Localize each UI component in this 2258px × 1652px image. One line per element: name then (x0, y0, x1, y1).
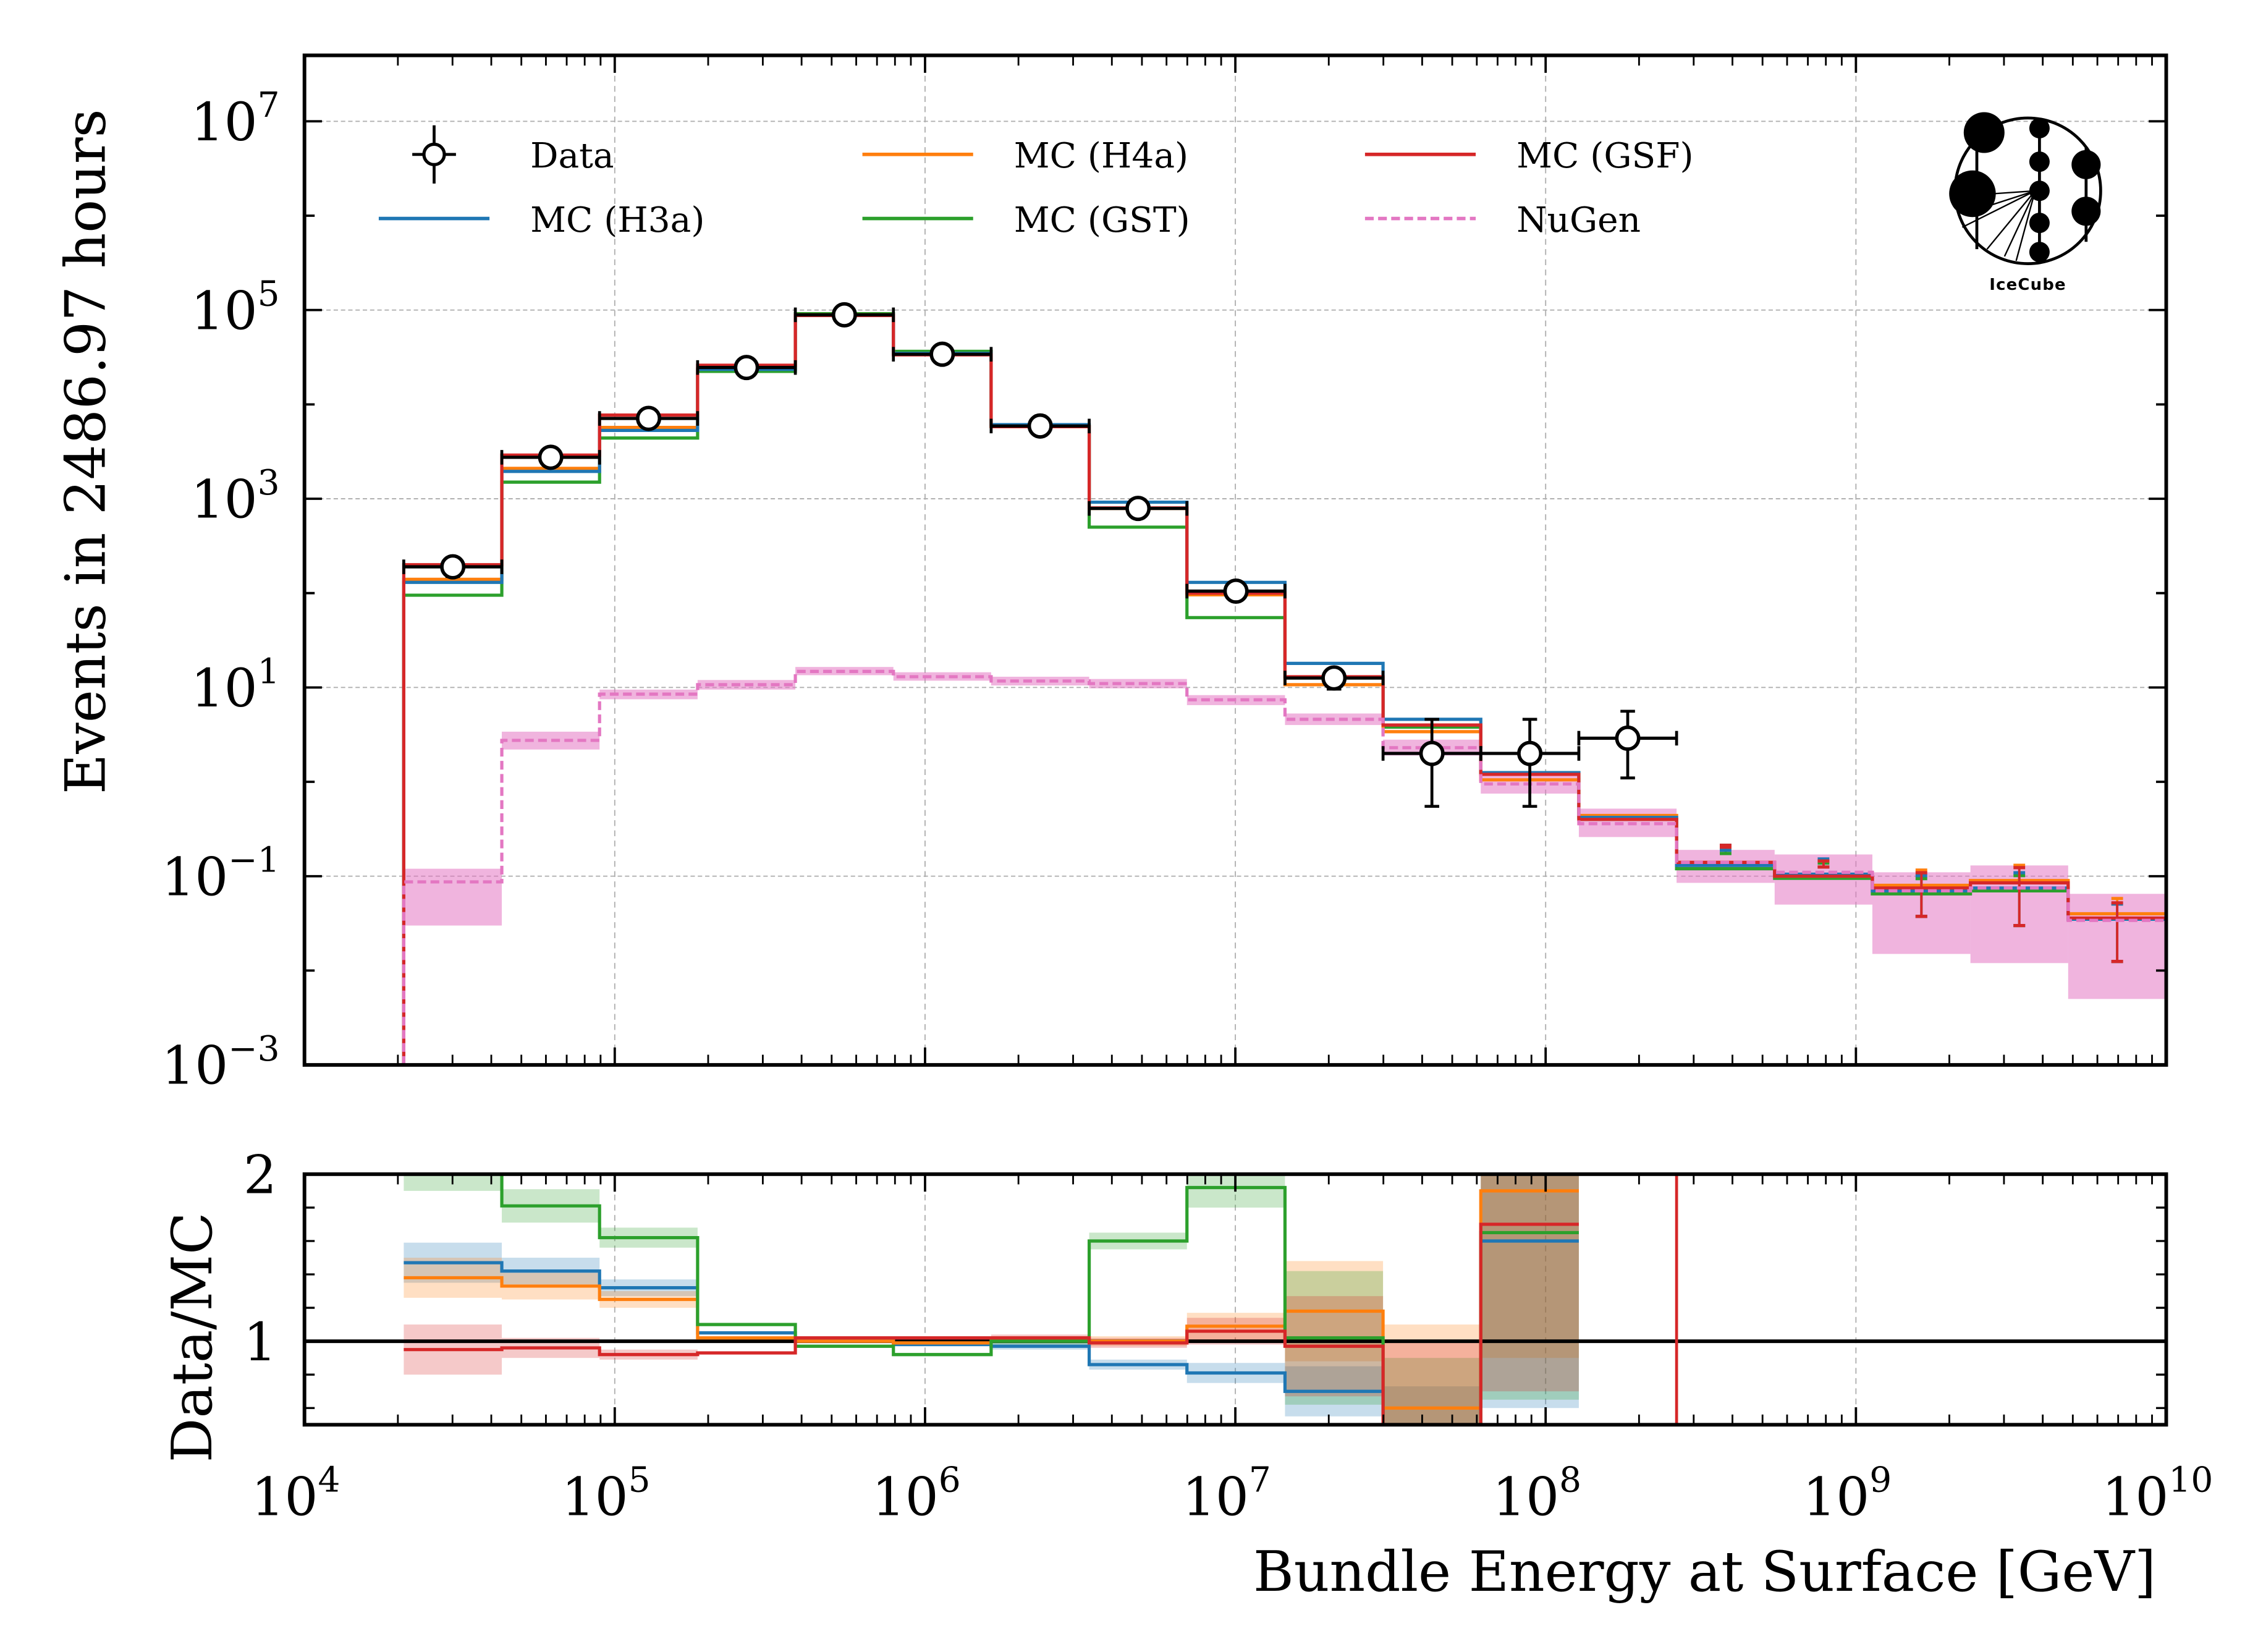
ratio-band (1383, 1341, 1481, 1425)
logo-dom (2071, 197, 2101, 226)
ratio-step-mcgsf (404, 1222, 1579, 1425)
data-point (734, 355, 759, 381)
data-point (1419, 740, 1445, 766)
ratio-plot-area (304, 1174, 2167, 1425)
x-tick-label-base: 10 (872, 1467, 939, 1528)
x-tick-label-base: 10 (1492, 1467, 1559, 1528)
data-point (1517, 740, 1543, 766)
y-tick-label-exponent: 1 (258, 651, 280, 692)
data-point (440, 554, 466, 580)
y-tick-label: 107 (191, 85, 280, 153)
y-tick-label-exponent: −3 (228, 1028, 279, 1069)
legend-item: Data (412, 125, 614, 184)
x-tick-label: 105 (562, 1460, 651, 1528)
y-tick-label: 105 (191, 274, 280, 342)
legend-item: MC (GSF) (1364, 135, 1694, 176)
legend-label: MC (H4a) (1014, 135, 1188, 176)
x-tick-label-base: 10 (1182, 1467, 1249, 1528)
x-tick-label-exponent: 8 (1559, 1460, 1581, 1501)
data-point (1321, 665, 1347, 691)
y-tick-label-base: 10 (161, 847, 228, 908)
data-point (831, 302, 857, 328)
y-tick-label: 10−1 (161, 840, 279, 909)
y-tick-label: 10−3 (161, 1028, 279, 1097)
legend-item: MC (H3a) (378, 200, 704, 240)
y-tick-label-base: 10 (161, 1036, 228, 1097)
ratio-band (1481, 1174, 1579, 1392)
main-plot-area (402, 302, 2167, 1065)
x-axis-label: Bundle Energy at Surface [GeV] (1253, 1540, 2156, 1604)
ratio-grid (614, 1174, 1857, 1425)
legend-data-marker (422, 142, 446, 166)
y-tick-label-exponent: 3 (258, 462, 280, 503)
legend-label: MC (GSF) (1516, 135, 1694, 176)
y-tick-label-exponent: 7 (258, 85, 280, 125)
y-axis-label-ratio: Data/MC (161, 1212, 225, 1462)
y-tick-label-base: 10 (191, 281, 258, 342)
legend-label: NuGen (1516, 200, 1641, 240)
logo-dom (2029, 117, 2050, 138)
legend: Data MC (H3a) MC (H4a) MC (GST) MC (GSF) NuGe… (378, 125, 1694, 240)
ratio-band (1481, 1174, 1579, 1400)
y-tick-label-base: 10 (191, 470, 258, 531)
y-tick-label: 103 (191, 462, 280, 531)
logo-dom (1963, 112, 2005, 153)
x-tick-label-base: 10 (2102, 1467, 2168, 1528)
x-tick-label: 107 (1182, 1460, 1271, 1528)
x-tick-label-base: 10 (252, 1467, 318, 1528)
x-tick-label-exponent: 4 (318, 1460, 340, 1501)
ratio-y-tick-label: 1 (243, 1312, 277, 1373)
y-tick-label-base: 10 (191, 92, 258, 153)
nugen-band (1089, 679, 1187, 688)
nugen-step (402, 669, 2167, 1065)
x-tick-label-exponent: 9 (1869, 1460, 1892, 1501)
ratio-band (1481, 1174, 1579, 1408)
x-tick-label: 104 (252, 1460, 340, 1528)
legend-item: MC (GST) (862, 200, 1190, 240)
icecube-logo: IceCube (1949, 112, 2102, 294)
data-point (1027, 413, 1053, 439)
legend-item: NuGen (1364, 200, 1641, 240)
ratio-band (1383, 1358, 1481, 1425)
x-tick-label-exponent: 7 (1249, 1460, 1271, 1501)
data-point (538, 444, 564, 470)
logo-dom (2029, 151, 2050, 172)
legend-label: Data (530, 135, 614, 176)
ratio-y-tick-label: 2 (243, 1145, 277, 1206)
nugen-band (404, 868, 502, 926)
y-tick-label: 101 (191, 651, 280, 719)
logo-dom (2071, 150, 2101, 179)
nugen-band (599, 689, 698, 700)
x-tick-label: 1010 (2102, 1460, 2213, 1528)
legend-item: MC (H4a) (862, 135, 1188, 176)
x-tick-label: 108 (1492, 1460, 1581, 1528)
y-tick-label-exponent: 5 (258, 274, 280, 315)
x-tick-label-base: 10 (562, 1467, 628, 1528)
logo-dom (2029, 242, 2050, 263)
legend-label: MC (GST) (1014, 200, 1190, 240)
data-point (929, 341, 955, 367)
logo-dom (2029, 213, 2050, 234)
x-tick-label: 109 (1803, 1460, 1892, 1528)
logo-dom (1949, 170, 1996, 218)
x-tick-label-exponent: 6 (939, 1460, 961, 1501)
x-tick-label-exponent: 5 (628, 1460, 651, 1501)
data-point (1125, 496, 1151, 522)
y-axis-label-main: Events in 2486.97 hours (54, 109, 119, 794)
x-tick-label: 106 (872, 1460, 961, 1528)
data-point (1615, 725, 1641, 751)
ratio-band (1481, 1174, 1579, 1358)
data-point (1223, 578, 1249, 604)
data-point (636, 405, 662, 431)
y-tick-label-base: 10 (191, 658, 258, 719)
legend-label: MC (H3a) (530, 200, 704, 240)
logo-text: IceCube (1989, 276, 2066, 294)
y-tick-label-exponent: −1 (228, 840, 279, 881)
x-tick-label-exponent: 10 (2168, 1460, 2213, 1501)
logo-rays (1961, 190, 2036, 261)
ratio-band (1383, 1386, 1481, 1425)
x-tick-label-base: 10 (1803, 1467, 1869, 1528)
